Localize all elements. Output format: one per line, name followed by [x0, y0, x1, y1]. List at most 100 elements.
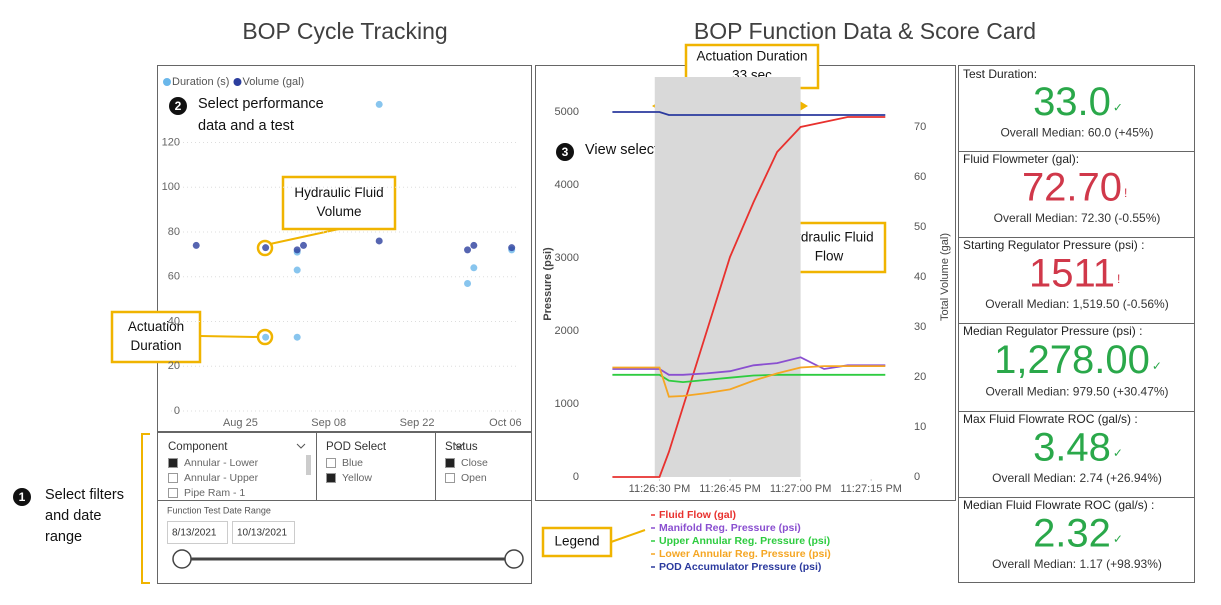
checkbox[interactable] [168, 473, 178, 483]
series-line [612, 373, 886, 384]
filter-item: Blue [342, 457, 363, 469]
filter-item: Yellow [342, 472, 372, 484]
date-range-label: Function Test Date Range [167, 505, 271, 515]
filter-item: Close [461, 457, 488, 469]
card-label: Median Regulator Pressure (psi) : [963, 324, 1142, 338]
step-number: 2 [175, 99, 182, 113]
scatter-point [464, 246, 472, 254]
callout-text: Flow [815, 249, 844, 264]
y-tick-label: 0 [573, 471, 579, 483]
slider-handle[interactable] [504, 549, 524, 569]
filter-item: Annular - Upper [184, 472, 259, 484]
checkbox[interactable] [445, 458, 455, 468]
series-line [612, 111, 886, 116]
y2-tick-label: 40 [914, 271, 926, 283]
step-number: 1 [19, 490, 26, 504]
scatter-point [262, 333, 270, 341]
x-tick-label: Oct 06 [489, 417, 521, 429]
scatter-point [470, 241, 478, 249]
y-tick-label: 4000 [555, 179, 579, 191]
highlight-ring [256, 239, 274, 257]
callout-box [281, 175, 397, 231]
legend-label: Lower Annular Reg. Pressure (psi) [659, 548, 831, 560]
step-text: Select filters [45, 487, 124, 503]
card-indicator: ! [1117, 272, 1120, 286]
title-left: BOP Cycle Tracking [242, 18, 447, 44]
y2-tick-label: 30 [914, 321, 926, 333]
filter-item: Open [461, 472, 487, 484]
card-value: 72.70 [1022, 165, 1122, 209]
step-badge [556, 143, 574, 161]
y-tick-label: 0 [174, 405, 180, 417]
y-tick-label: 20 [168, 360, 180, 372]
y-tick-label: 40 [168, 315, 180, 327]
title-right: BOP Function Data & Score Card [694, 18, 1036, 44]
x-tick-label: 11:26:45 PM [699, 483, 761, 495]
callout-text: Actuation [128, 319, 184, 334]
card-median: Overall Median: 72.30 (-0.55%) [994, 211, 1161, 225]
dropdown-chevron[interactable] [296, 443, 306, 449]
date-input[interactable] [232, 521, 295, 544]
checkbox[interactable] [326, 473, 336, 483]
card-median: Overall Median: 2.74 (+26.94%) [992, 471, 1162, 485]
callout-text: Actuation Duration [696, 49, 807, 64]
y2-tick-label: 10 [914, 421, 926, 433]
x-tick-label: Aug 25 [223, 417, 258, 429]
y2-tick-label: 60 [914, 171, 926, 183]
card-value: 3.48 [1033, 425, 1111, 469]
legend-label: Upper Annular Reg. Pressure (psi) [659, 535, 830, 547]
checkbox[interactable] [168, 488, 178, 498]
scatter-point [192, 241, 200, 249]
card-median: Overall Median: 979.50 (+30.47%) [985, 385, 1168, 399]
scatter-point [293, 246, 301, 254]
filter-item: Pipe Ram - 1 [184, 487, 245, 499]
card-median: Overall Median: 1.17 (+98.93%) [992, 557, 1162, 571]
y-tick-label: 60 [168, 271, 180, 283]
legend-label: Duration (s) [172, 76, 229, 88]
dropdown-chevron[interactable] [454, 443, 464, 449]
legend-label: Manifold Reg. Pressure (psi) [659, 522, 801, 534]
step-text: and date [45, 508, 101, 524]
card-value: 33.0 [1033, 80, 1111, 124]
callout-box [541, 526, 613, 558]
y-tick-label: 1000 [555, 398, 579, 410]
x-tick-label: 11:26:30 PM [629, 483, 691, 495]
overlay: Hydraulic Fluid Volume Actuation Duration Hy… [13, 43, 887, 558]
date-start: 8/13/2021 [172, 528, 217, 539]
card-label: Max Fluid Flowrate ROC (gal/s) : [963, 412, 1138, 426]
scatter-point [470, 264, 478, 272]
scatter-point [293, 333, 301, 341]
scatter-point [299, 241, 307, 249]
y-tick-label: 100 [162, 181, 180, 193]
filter-title: POD Select [326, 441, 387, 453]
y-axis-title: Pressure (psi) [542, 247, 554, 321]
y-tick-label: 120 [162, 136, 180, 148]
y2-tick-label: 70 [914, 121, 926, 133]
card-value: 2.32 [1033, 511, 1111, 555]
card-indicator: ! [1124, 186, 1127, 200]
checkbox[interactable] [445, 473, 455, 483]
y-tick-label: 3000 [555, 252, 579, 264]
checkbox[interactable] [326, 458, 336, 468]
scatter-point [464, 279, 472, 287]
x-tick-label: 11:27:00 PM [770, 483, 832, 495]
x-tick-label: Sep 22 [400, 417, 435, 429]
legend-label: POD Accumulator Pressure (psi) [659, 561, 821, 573]
scatter-panel [157, 65, 532, 432]
card-label: Starting Regulator Pressure (psi) : [963, 238, 1144, 252]
callout-box [110, 310, 202, 364]
x-tick-label: Sep 08 [311, 417, 346, 429]
slider-handle[interactable] [172, 549, 192, 569]
callout-text: Volume [316, 204, 361, 219]
checkbox[interactable] [168, 458, 178, 468]
date-input[interactable] [167, 521, 228, 544]
callout-text: Hydraulic Fluid [294, 185, 383, 200]
callout-pointer [610, 529, 646, 543]
date-end: 10/13/2021 [237, 528, 287, 539]
step-text: Select performance [198, 96, 324, 112]
y-tick-label: 5000 [555, 106, 579, 118]
y2-tick-label: 50 [914, 221, 926, 233]
x-tick-label: 11:27:15 PM [840, 483, 902, 495]
